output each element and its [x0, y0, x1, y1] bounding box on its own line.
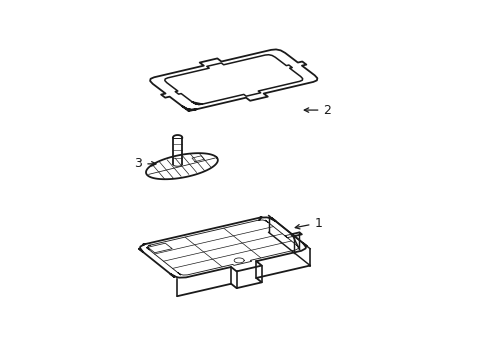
Text: 2: 2: [304, 104, 330, 117]
Text: 1: 1: [295, 216, 322, 230]
Text: 3: 3: [134, 157, 156, 170]
